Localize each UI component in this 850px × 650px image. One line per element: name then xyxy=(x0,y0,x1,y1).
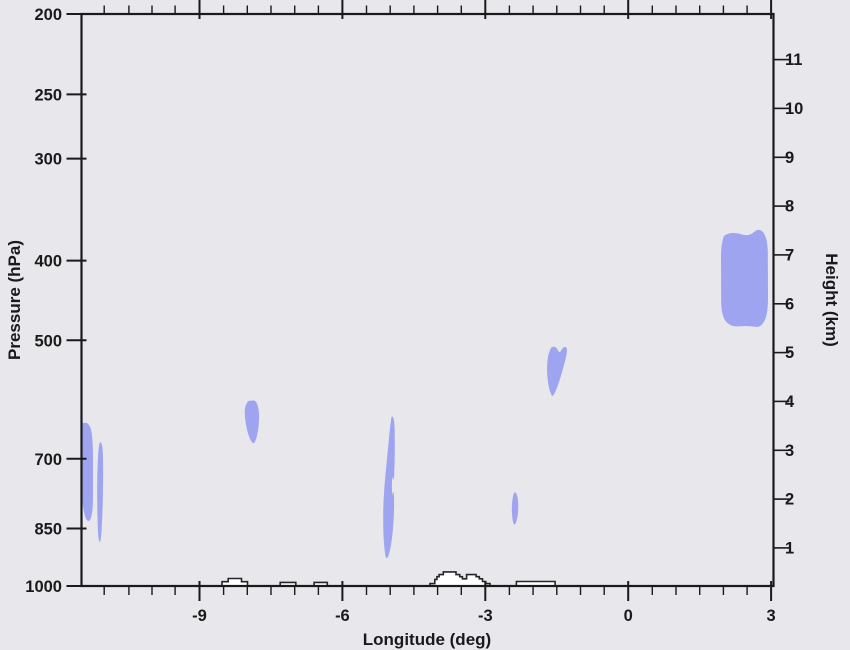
svg-text:8: 8 xyxy=(785,198,794,216)
svg-text:11: 11 xyxy=(785,51,802,69)
svg-text:3: 3 xyxy=(767,607,776,625)
svg-text:7: 7 xyxy=(785,246,794,264)
svg-text:500: 500 xyxy=(34,332,62,350)
svg-text:-6: -6 xyxy=(335,607,350,625)
svg-text:700: 700 xyxy=(34,451,62,469)
svg-text:3: 3 xyxy=(785,442,794,460)
svg-text:2: 2 xyxy=(785,491,794,509)
svg-text:4: 4 xyxy=(785,393,795,411)
svg-text:300: 300 xyxy=(34,151,62,169)
svg-text:Longitude (deg): Longitude (deg) xyxy=(363,630,491,649)
svg-text:0: 0 xyxy=(624,607,633,625)
svg-text:5: 5 xyxy=(785,344,794,362)
svg-text:Pressure (hPa): Pressure (hPa) xyxy=(5,240,24,360)
svg-text:9: 9 xyxy=(785,149,794,167)
svg-text:10: 10 xyxy=(785,100,803,118)
svg-text:1000: 1000 xyxy=(25,578,62,596)
svg-text:1: 1 xyxy=(785,539,794,557)
svg-text:-3: -3 xyxy=(478,607,493,625)
svg-text:250: 250 xyxy=(34,86,62,104)
svg-text:200: 200 xyxy=(34,6,62,24)
svg-text:Height (km): Height (km) xyxy=(822,253,841,347)
svg-text:6: 6 xyxy=(785,295,794,313)
svg-text:850: 850 xyxy=(34,521,62,539)
svg-text:400: 400 xyxy=(34,253,62,271)
svg-text:-9: -9 xyxy=(192,607,207,625)
